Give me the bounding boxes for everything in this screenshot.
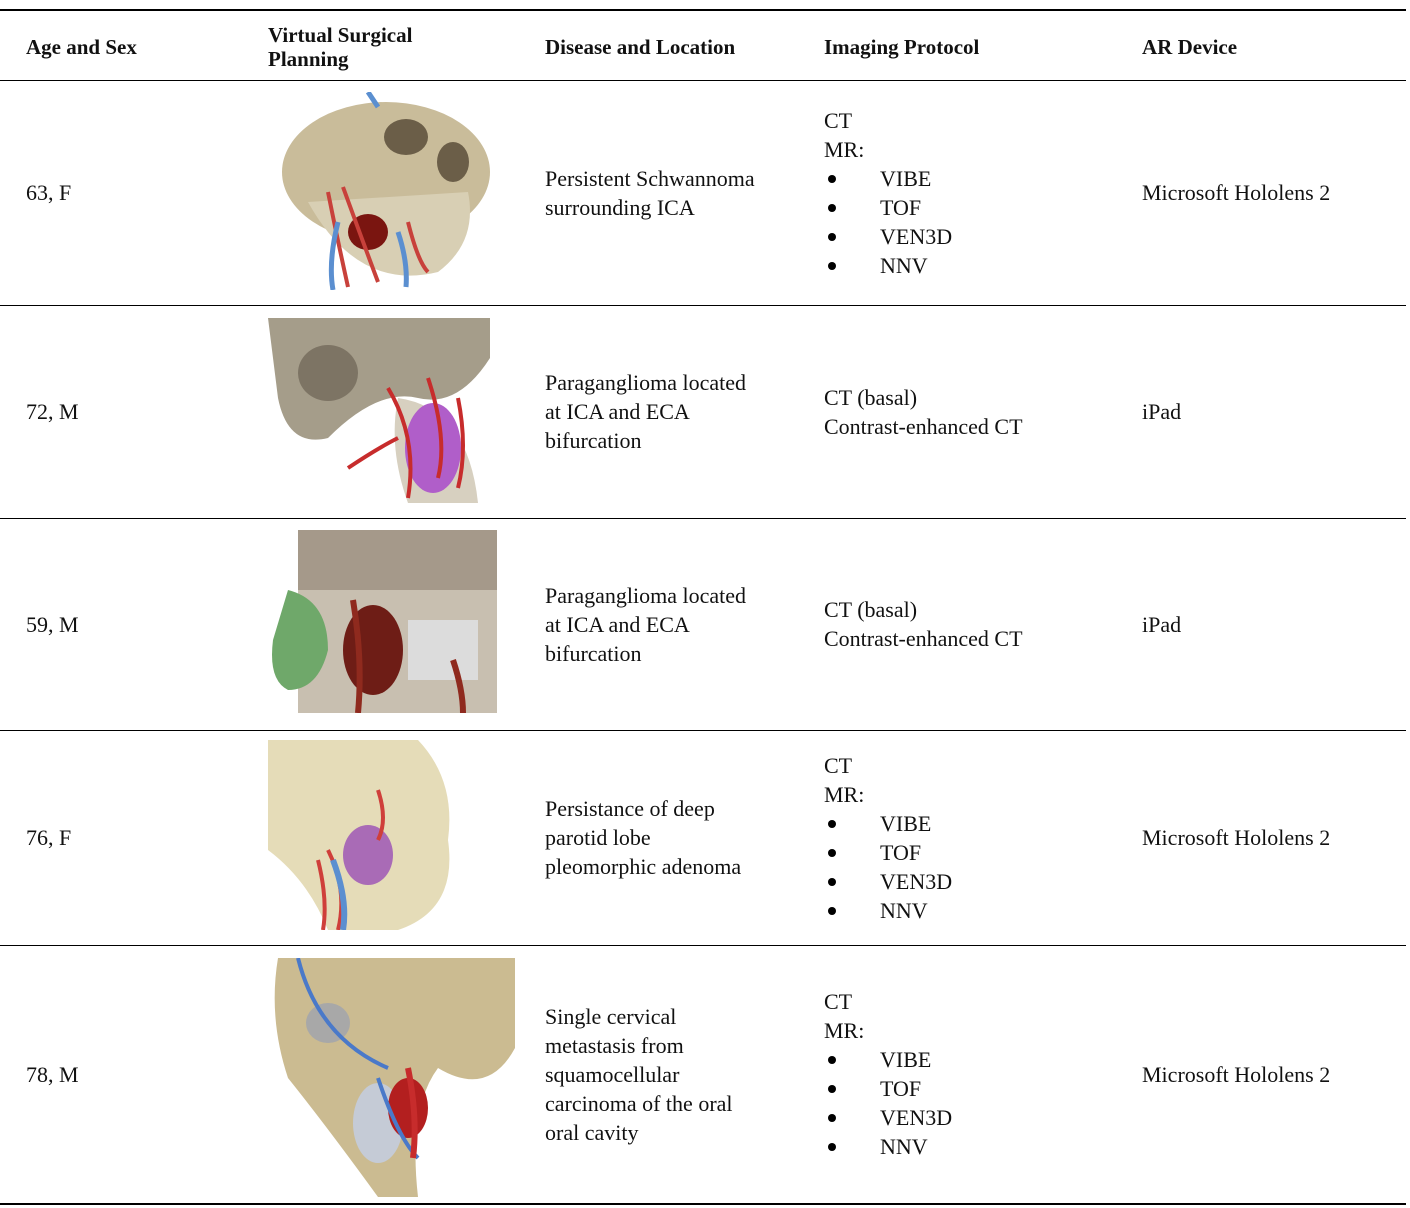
disease-line: surrounding ICA (545, 194, 695, 220)
header-cell: AR Device (1142, 35, 1238, 59)
ar-device: iPad (1142, 399, 1182, 424)
header-cell: Imaging Protocol (824, 35, 980, 59)
imaging-bullet: TOF (824, 1074, 1124, 1103)
table-cell: Microsoft Hololens 2 (1142, 80, 1402, 305)
imaging-line: CT (824, 107, 853, 133)
disease-line: Paraganglioma located (545, 370, 746, 395)
disease-line: oral cavity (545, 1119, 639, 1145)
row-rule (0, 730, 1406, 731)
age-sex: 63, F (26, 180, 72, 205)
imaging-bullet: VEN3D (824, 1103, 1124, 1132)
disease-line: pleomorphic adenoma (545, 854, 742, 879)
ar-device: iPad (1142, 611, 1182, 637)
age-sex: 76, F (26, 825, 72, 850)
imaging-line: MR: (824, 781, 865, 807)
table-cell: 76, F (26, 730, 226, 945)
disease-line: carcinoma of the oral (545, 1090, 733, 1116)
header-rule (0, 80, 1406, 81)
imaging-line: CT (basal) (824, 597, 918, 622)
table-cell: CT (basal) Contrast-enhanced CT (824, 518, 1124, 730)
header-cell: Age and Sex (26, 35, 137, 59)
age-sex: 78, M (26, 1061, 79, 1087)
disease-line: Persistent Schwannoma (545, 165, 755, 191)
table-cell: Single cervical metastasis from squamocell… (545, 945, 805, 1203)
disease-line: squamocellular (545, 1061, 680, 1087)
imaging-bullet: TOF (824, 838, 1124, 867)
imaging-bullet: TOF (824, 193, 1124, 222)
surgical-image (282, 92, 490, 290)
imaging-bullet: NNV (824, 251, 1124, 280)
disease-line: at ICA and ECA (545, 611, 690, 637)
imaging-line: CT (basal) (824, 384, 918, 410)
age-sex: 59, M (26, 611, 79, 637)
table-cell: 78, M (26, 945, 226, 1203)
imaging-line: Contrast-enhanced CT (824, 413, 1023, 439)
table-cell: CT MR: VIBE TOF VEN3D NNV (824, 80, 1124, 305)
row-rule (0, 518, 1406, 519)
imaging-bullet: VIBE (824, 1045, 1124, 1074)
table-cell: 59, M (26, 518, 226, 730)
imaging-bullet: NNV (824, 1132, 1124, 1161)
imaging-bullet: VEN3D (824, 867, 1124, 896)
imaging-bullet: VIBE (824, 164, 1124, 193)
table-cell: 63, F (26, 80, 226, 305)
disease-line: parotid lobe (545, 825, 651, 850)
table-cell: Paraganglioma located at ICA and ECA bifur… (545, 305, 805, 518)
imaging-bullet: VEN3D (824, 222, 1124, 251)
age-sex: 72, M (26, 399, 79, 424)
imaging-line: CT (824, 989, 853, 1014)
row-rule (0, 305, 1406, 306)
table-cell: iPad (1142, 518, 1402, 730)
table-cell: Persistent Schwannoma surrounding ICA (545, 80, 805, 305)
table-cell: iPad (1142, 305, 1402, 518)
disease-line: bifurcation (545, 640, 642, 666)
ar-device: Microsoft Hololens 2 (1142, 825, 1331, 850)
disease-line: at ICA and ECA (545, 399, 690, 424)
table-cell: 72, M (26, 305, 226, 518)
disease-line: bifurcation (545, 428, 642, 453)
table-cell: Microsoft Hololens 2 (1142, 945, 1402, 1203)
disease-line: Paraganglioma located (545, 582, 746, 608)
surgical-image (274, 958, 515, 1197)
imaging-line: Contrast-enhanced CT (824, 626, 1023, 651)
imaging-line: CT (824, 752, 853, 778)
header-cell: Virtual Surgical Planning (268, 23, 413, 71)
imaging-line: MR: (824, 136, 865, 162)
surgical-image (268, 740, 450, 930)
surgical-image (268, 318, 490, 503)
header-cell: Disease and Location (545, 35, 736, 59)
surgical-image (272, 530, 497, 713)
table-cell: CT MR: VIBE TOF VEN3D NNV (824, 730, 1124, 945)
ar-device: Microsoft Hololens 2 (1142, 1061, 1331, 1087)
disease-line: Persistance of deep (545, 796, 715, 821)
table-cell: Microsoft Hololens 2 (1142, 730, 1402, 945)
row-rule (0, 1203, 1406, 1205)
imaging-bullet: VIBE (824, 809, 1124, 838)
imaging-bullet: NNV (824, 896, 1124, 925)
imaging-line: MR: (824, 1018, 865, 1043)
table-cell: CT (basal) Contrast-enhanced CT (824, 305, 1124, 518)
table-cell: Persistance of deep parotid lobe pleomorph… (545, 730, 805, 945)
disease-line: metastasis from (545, 1032, 684, 1058)
table-cell: CT MR: VIBE TOF VEN3D NNV (824, 945, 1124, 1203)
table-cell: Paraganglioma located at ICA and ECA bifur… (545, 518, 805, 730)
row-rule (0, 945, 1406, 946)
disease-line: Single cervical (545, 1003, 677, 1029)
top-rule (0, 9, 1406, 11)
ar-device: Microsoft Hololens 2 (1142, 180, 1331, 205)
